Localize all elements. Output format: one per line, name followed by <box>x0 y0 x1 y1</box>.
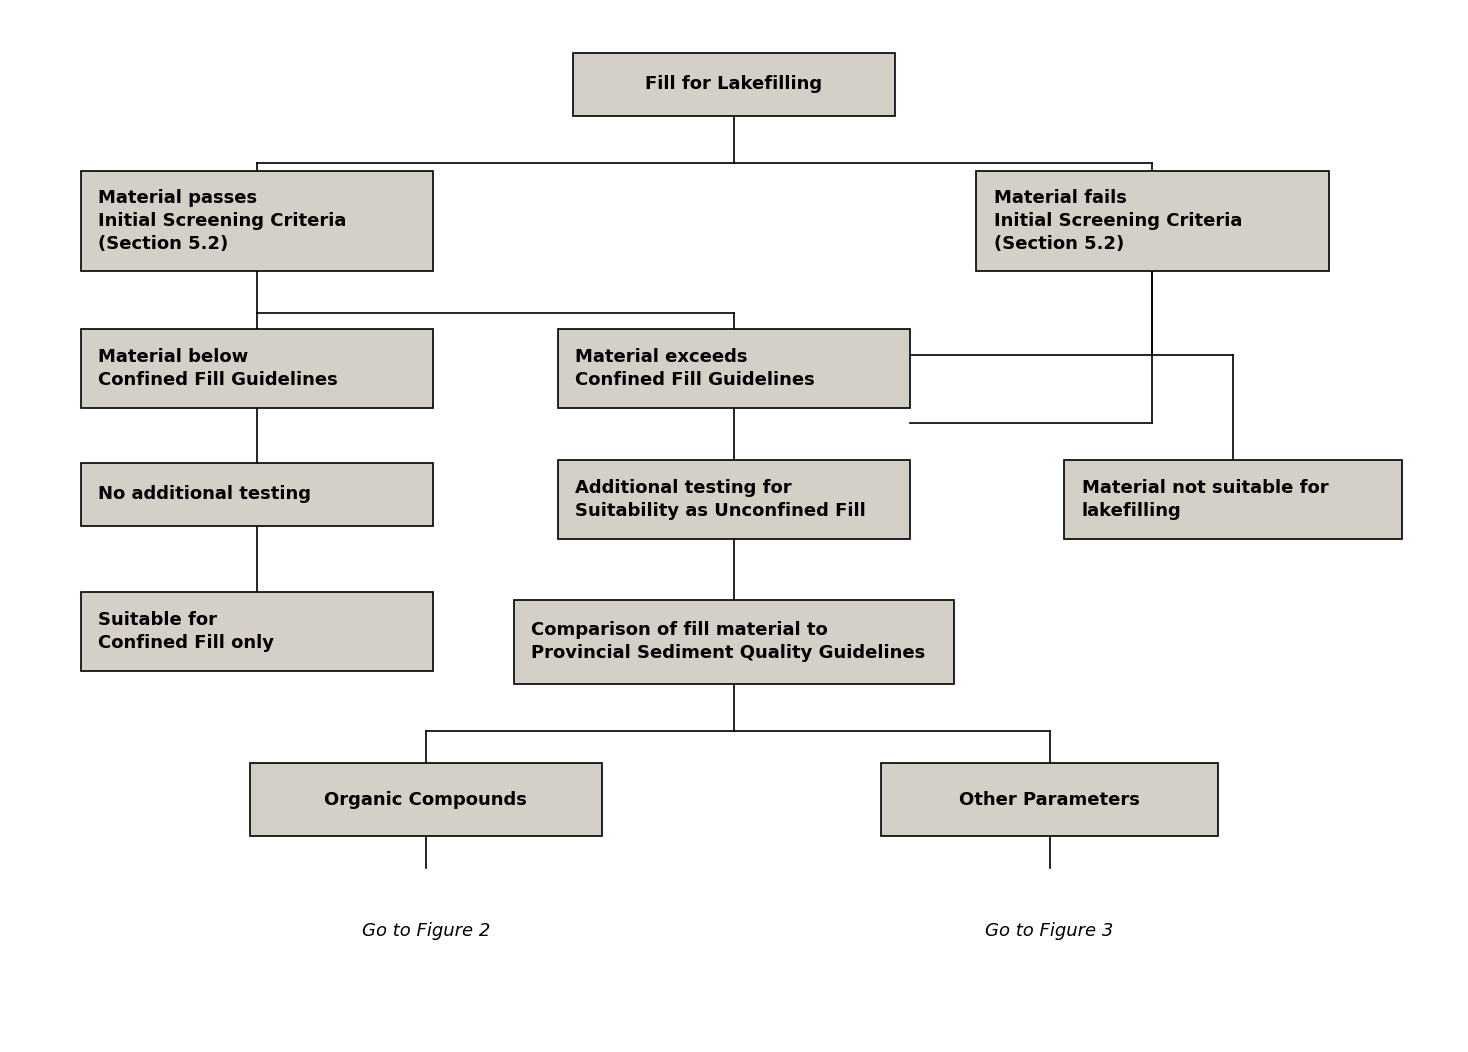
Text: Additional testing for
Suitability as Unconfined Fill: Additional testing for Suitability as Un… <box>575 480 866 520</box>
Text: Comparison of fill material to
Provincial Sediment Quality Guidelines: Comparison of fill material to Provincia… <box>531 622 926 662</box>
Text: Organic Compounds: Organic Compounds <box>324 790 527 809</box>
FancyBboxPatch shape <box>81 170 433 270</box>
Text: Fill for Lakefilling: Fill for Lakefilling <box>646 75 822 94</box>
FancyBboxPatch shape <box>881 763 1218 836</box>
FancyBboxPatch shape <box>976 170 1329 270</box>
Text: Material passes
Initial Screening Criteria
(Section 5.2): Material passes Initial Screening Criter… <box>98 189 346 252</box>
Text: Material exceeds
Confined Fill Guidelines: Material exceeds Confined Fill Guideline… <box>575 348 815 388</box>
FancyBboxPatch shape <box>1064 461 1402 539</box>
Text: Material below
Confined Fill Guidelines: Material below Confined Fill Guidelines <box>98 348 338 388</box>
FancyBboxPatch shape <box>558 328 910 407</box>
Text: Material not suitable for
lakefilling: Material not suitable for lakefilling <box>1082 480 1329 520</box>
FancyBboxPatch shape <box>81 328 433 407</box>
Text: No additional testing: No additional testing <box>98 485 311 504</box>
Text: Material fails
Initial Screening Criteria
(Section 5.2): Material fails Initial Screening Criteri… <box>994 189 1242 252</box>
Text: Other Parameters: Other Parameters <box>959 790 1141 809</box>
FancyBboxPatch shape <box>250 763 602 836</box>
FancyBboxPatch shape <box>558 461 910 539</box>
Text: Go to Figure 2: Go to Figure 2 <box>361 922 490 940</box>
FancyBboxPatch shape <box>81 591 433 671</box>
FancyBboxPatch shape <box>573 53 895 116</box>
Text: Go to Figure 3: Go to Figure 3 <box>985 922 1114 940</box>
Text: Suitable for
Confined Fill only: Suitable for Confined Fill only <box>98 611 275 651</box>
FancyBboxPatch shape <box>81 463 433 526</box>
FancyBboxPatch shape <box>514 600 954 684</box>
